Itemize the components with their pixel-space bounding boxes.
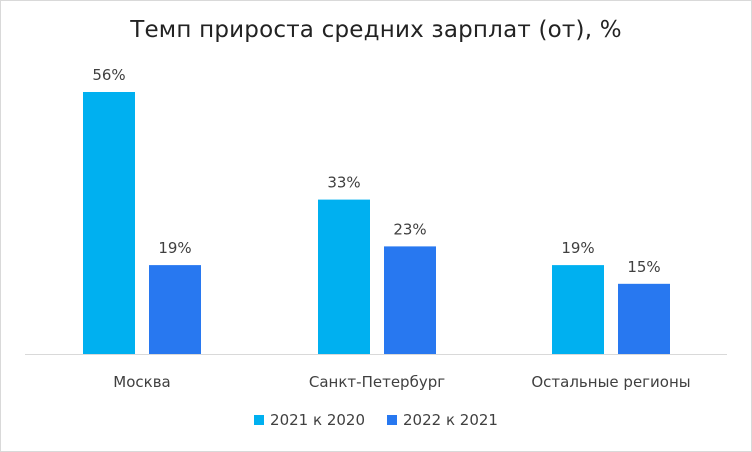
legend-swatch-series-2 xyxy=(387,415,397,425)
legend-swatch-series-1 xyxy=(254,415,265,425)
data-label-2-1: 19% xyxy=(158,239,191,257)
bar-2-1 xyxy=(149,265,201,354)
chart-title: Темп прироста средних зарплат (от), % xyxy=(130,17,622,43)
data-label-2-3: 15% xyxy=(627,258,660,276)
data-label-1-2: 33% xyxy=(327,174,360,192)
bar-1-3 xyxy=(552,265,604,354)
legend-item-series-1: 2021 к 2020 xyxy=(254,411,365,429)
legend-label-series-2: 2022 к 2021 xyxy=(403,411,498,429)
bar-2-2 xyxy=(384,246,436,354)
data-label-2-2: 23% xyxy=(393,220,426,238)
data-label-1-3: 19% xyxy=(561,239,594,257)
bar-1-1 xyxy=(83,92,135,354)
legend-item-series-2: 2022 к 2021 xyxy=(387,411,498,429)
category-label-3: Остальные регионы xyxy=(531,373,690,391)
data-label-1-1: 56% xyxy=(92,66,125,84)
bar-1-2 xyxy=(318,199,370,354)
legend: 2021 к 2020 2022 к 2021 xyxy=(1,411,751,429)
category-label-1: Москва xyxy=(113,373,170,391)
bar-2-3 xyxy=(618,283,670,354)
legend-label-series-1: 2021 к 2020 xyxy=(270,411,365,429)
category-label-2: Санкт-Петербург xyxy=(309,373,445,391)
